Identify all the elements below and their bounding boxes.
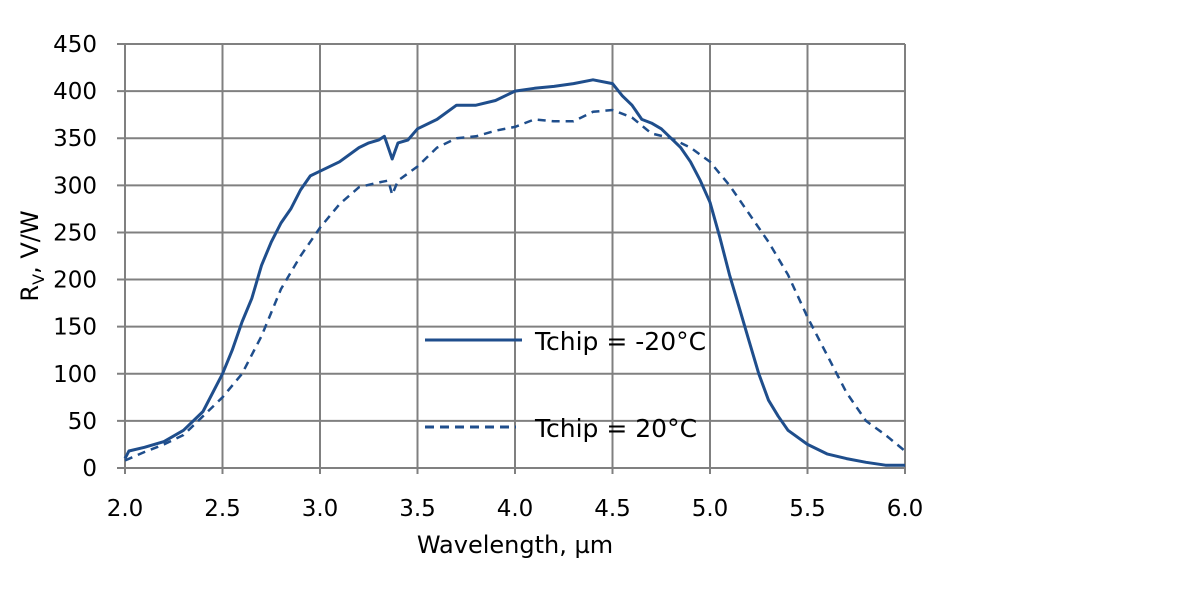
y-tick-label: 100 — [53, 362, 97, 388]
y-tick-label: 50 — [68, 409, 97, 435]
x-tick-label: 3.5 — [399, 496, 436, 522]
x-tick-label: 2.0 — [107, 496, 144, 522]
x-tick-label: 5.5 — [789, 496, 826, 522]
y-tick-label: 250 — [53, 220, 97, 246]
y-tick-label: 0 — [82, 456, 97, 482]
y-tick-label: 200 — [53, 268, 97, 294]
legend-label-20: Tchip = 20°C — [534, 414, 697, 443]
x-tick-label: 4.0 — [497, 496, 534, 522]
x-tick-label: 6.0 — [887, 496, 924, 522]
y-tick-labels: 0 50 100 150 200 250 300 350 400 450 — [53, 32, 97, 482]
x-tick-label: 5.0 — [692, 496, 729, 522]
y-tick-label: 400 — [53, 79, 97, 105]
y-axis-label: RV, V/W — [16, 210, 48, 301]
x-tick-labels: 2.0 2.5 3.0 3.5 4.0 4.5 5.0 5.5 6.0 — [107, 496, 924, 522]
x-tick-label: 4.5 — [594, 496, 631, 522]
legend-label-minus20: Tchip = -20°C — [534, 327, 706, 356]
x-tick-label: 2.5 — [204, 496, 241, 522]
x-tick-label: 3.0 — [302, 496, 339, 522]
y-tick-label: 350 — [53, 126, 97, 152]
grid — [117, 43, 906, 474]
series-line-minus20C — [123, 78, 905, 467]
x-axis-label: Wavelength, µm — [417, 531, 613, 559]
y-tick-label: 300 — [53, 173, 97, 199]
series-lines — [123, 78, 906, 467]
y-tick-label: 450 — [53, 32, 97, 58]
y-tick-label: 150 — [53, 315, 97, 341]
legend: Tchip = -20°C Tchip = 20°C — [425, 327, 706, 443]
